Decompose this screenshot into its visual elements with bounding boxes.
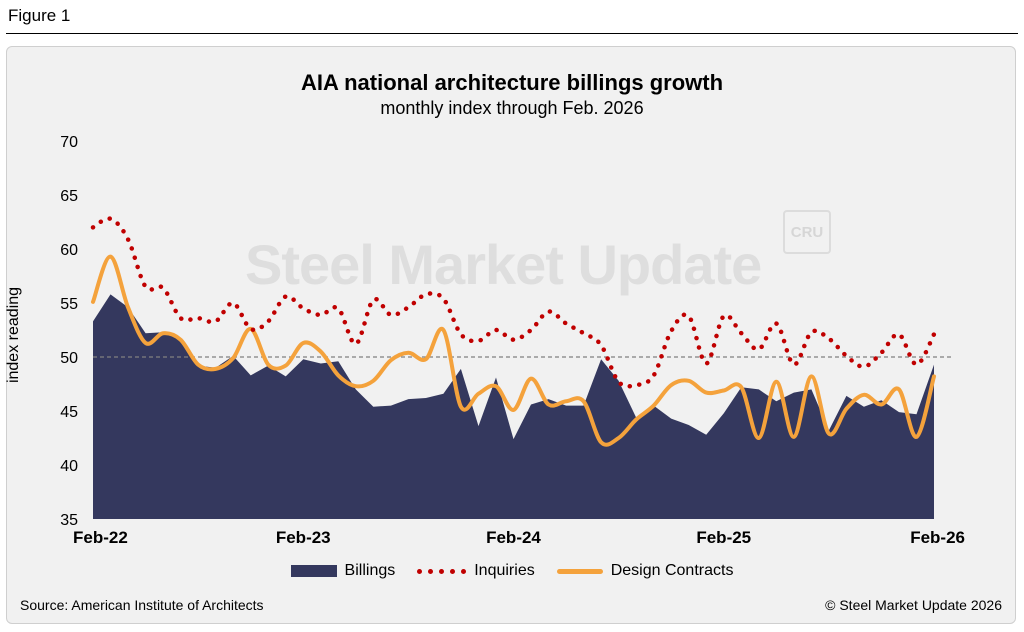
legend-label-billings: Billings: [344, 562, 396, 579]
watermark-badge: CRU: [783, 210, 831, 254]
legend-item-inquiries: Inquiries: [417, 562, 535, 580]
y-tick-label: 65: [60, 188, 78, 205]
series-design-contracts-line: [91, 254, 936, 447]
copyright-note: © Steel Market Update 2026: [825, 597, 1002, 613]
source-note: Source: American Institute of Architects: [20, 597, 264, 613]
series-billings-area: [93, 294, 934, 519]
y-tick-label: 60: [60, 242, 78, 259]
chart-subtitle: monthly index through Feb. 2026: [380, 98, 644, 118]
watermark-text: Steel Market Update: [245, 233, 762, 296]
y-tick-label: 50: [60, 350, 78, 367]
x-tick-label: Feb-25: [696, 528, 751, 547]
y-tick-label: 55: [60, 296, 78, 313]
figure-label: Figure 1: [8, 6, 71, 25]
x-tick-label: Feb-22: [73, 528, 128, 547]
y-tick-label: 40: [60, 458, 78, 475]
legend-item-design-contracts: Design Contracts: [556, 562, 734, 580]
legend-swatch-inquiries: [417, 568, 467, 574]
legend-swatch-billings: [290, 565, 337, 577]
y-tick-label: 70: [60, 134, 78, 151]
figure-divider: [6, 33, 1018, 34]
x-tick-label: Feb-26: [910, 528, 965, 547]
y-tick-label: 45: [60, 404, 78, 421]
legend-label-design-contracts: Design Contracts: [610, 562, 734, 579]
legend-item-billings: Billings: [290, 562, 396, 580]
series-inquiries-dotted-line: [90, 216, 937, 389]
x-tick-label: Feb-23: [276, 528, 331, 547]
chart-title: AIA national architecture billings growt…: [300, 70, 724, 95]
chart-legend: Billings Inquiries Design Contracts: [0, 562, 1024, 580]
y-tick-label: 35: [60, 512, 78, 529]
legend-label-inquiries: Inquiries: [474, 562, 535, 579]
legend-swatch-design-contracts: [556, 568, 603, 574]
x-tick-label: Feb-24: [486, 528, 541, 547]
